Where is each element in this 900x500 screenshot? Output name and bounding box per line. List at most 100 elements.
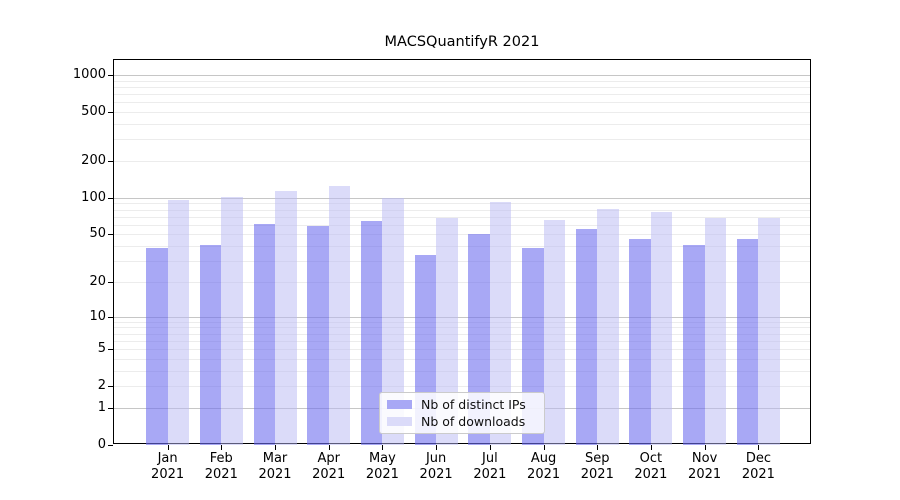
y-tick-mark-200: [108, 161, 113, 162]
legend-label-distinct-ips: Nb of distinct IPs: [421, 397, 526, 412]
gridline-minor-8: [114, 327, 810, 329]
gridline-minor-5: [114, 349, 810, 350]
bar-downloads-sep: [597, 209, 619, 445]
gridline-major-1000: [114, 75, 810, 76]
y-tick-mark-50: [108, 234, 113, 236]
bar-distinct-ips-feb: [199, 244, 222, 445]
x-tick-label-feb: Feb 2021: [204, 451, 238, 482]
gridline-minor-50: [114, 234, 810, 236]
y-tick-mark-10: [108, 316, 113, 318]
x-tick-mark-aug: [543, 445, 545, 450]
legend-item-downloads: Nb of downloads: [387, 414, 538, 429]
x-tick-label-dec: Dec 2021: [741, 451, 775, 482]
x-tick-label-aug: Aug 2021: [527, 451, 561, 482]
legend-swatch-downloads: [387, 416, 412, 427]
bar-downloads-jan: [167, 199, 190, 445]
x-tick-mark-jan: [167, 445, 169, 450]
x-tick-mark-may: [382, 445, 384, 450]
y-tick-mark-1: [108, 407, 113, 409]
bar-distinct-ips-jan: [146, 247, 168, 445]
bar-downloads-apr: [328, 186, 351, 445]
bar-distinct-ips-apr: [307, 225, 329, 445]
legend-swatch-distinct-ips: [387, 399, 412, 410]
legend: Nb of distinct IPs Nb of downloads: [379, 392, 545, 434]
gridline-minor-800: [114, 87, 810, 88]
bar-distinct-ips-nov: [683, 244, 705, 445]
y-tick-mark-5: [108, 349, 113, 350]
bar-downloads-jun: [436, 218, 458, 445]
x-tick-mark-apr: [328, 445, 330, 450]
gridline-minor-200: [114, 161, 810, 162]
bar-distinct-ips-dec: [736, 238, 759, 445]
y-tick-label-5: 5: [97, 341, 106, 356]
gridline-minor-7: [114, 333, 810, 335]
bar-downloads-may: [382, 198, 404, 445]
bar-distinct-ips-mar: [253, 224, 275, 445]
x-tick-mark-jul: [489, 445, 491, 450]
y-tick-label-1: 1: [97, 399, 106, 415]
y-tick-mark-1000: [108, 75, 113, 76]
gridline-minor-6: [114, 340, 810, 342]
y-tick-mark-500: [108, 112, 113, 114]
y-tick-mark-0: [108, 445, 113, 446]
gridline-minor-400: [114, 124, 810, 125]
x-tick-label-nov: Nov 2021: [688, 451, 722, 482]
bar-downloads-mar: [275, 190, 297, 445]
x-tick-label-jul: Jul 2021: [473, 451, 507, 482]
gridline-minor-9: [114, 321, 810, 323]
gridline-minor-30: [114, 261, 810, 263]
gridline-minor-700: [114, 94, 810, 96]
gridline-minor-500: [114, 112, 810, 114]
x-tick-label-jan: Jan 2021: [151, 451, 185, 482]
bar-distinct-ips-sep: [575, 229, 598, 445]
x-tick-mark-oct: [650, 445, 652, 450]
gridline-minor-20: [114, 282, 810, 283]
bar-downloads-jul: [489, 201, 512, 445]
gridline-major-10: [114, 316, 810, 318]
y-tick-label-100: 100: [81, 189, 106, 205]
bar-distinct-ips-may: [360, 220, 383, 445]
y-tick-label-50: 50: [89, 226, 106, 242]
x-tick-mark-feb: [221, 445, 223, 450]
gridline-minor-2: [114, 386, 810, 388]
x-tick-mark-dec: [758, 445, 760, 450]
bar-downloads-dec: [758, 218, 780, 445]
x-tick-mark-jun: [436, 445, 438, 450]
gridline-minor-3: [114, 370, 810, 372]
y-tick-mark-2: [108, 386, 113, 388]
y-tick-mark-100: [108, 197, 113, 199]
gridline-minor-900: [114, 80, 810, 82]
gridline-minor-600: [114, 102, 810, 104]
legend-label-downloads: Nb of downloads: [421, 414, 526, 429]
plot-area: 0 1 2 5 10 20 50 100 200 500 1000 Jan 2021 Feb 2021 Ma…: [73, 59, 811, 482]
bar-downloads-oct: [650, 211, 673, 445]
gridline-minor-40: [114, 246, 810, 248]
x-tick-label-may: May 2021: [365, 451, 399, 482]
gridline-minor-60: [114, 224, 810, 226]
x-tick-label-sep: Sep 2021: [580, 451, 614, 482]
x-tick-label-jun: Jun 2021: [419, 451, 453, 482]
x-tick-mark-mar: [275, 445, 276, 450]
gridline-minor-90: [114, 203, 810, 205]
y-tick-mark-20: [108, 282, 113, 283]
y-tick-label-200: 200: [81, 153, 106, 168]
y-tick-label-500: 500: [81, 104, 106, 120]
y-tick-label-2: 2: [97, 378, 106, 394]
gridline-minor-70: [114, 216, 810, 218]
bar-downloads-aug: [543, 219, 566, 445]
chart-title: MACSQuantifyR 2021: [384, 34, 540, 50]
x-tick-label-apr: Apr 2021: [312, 451, 346, 482]
gridline-minor-4: [114, 358, 810, 360]
legend-item-distinct-ips: Nb of distinct IPs: [387, 397, 538, 412]
bar-downloads-feb: [221, 196, 243, 445]
bar-distinct-ips-oct: [629, 238, 651, 445]
y-tick-label-10: 10: [89, 308, 106, 324]
x-tick-label-oct: Oct 2021: [634, 451, 668, 482]
gridline-minor-80: [114, 209, 810, 211]
x-tick-label-mar: Mar 2021: [258, 451, 292, 482]
bar-downloads-nov: [704, 218, 727, 445]
y-tick-label-0: 0: [97, 437, 106, 452]
y-tick-label-20: 20: [89, 274, 106, 289]
y-tick-label-1000: 1000: [72, 67, 106, 82]
